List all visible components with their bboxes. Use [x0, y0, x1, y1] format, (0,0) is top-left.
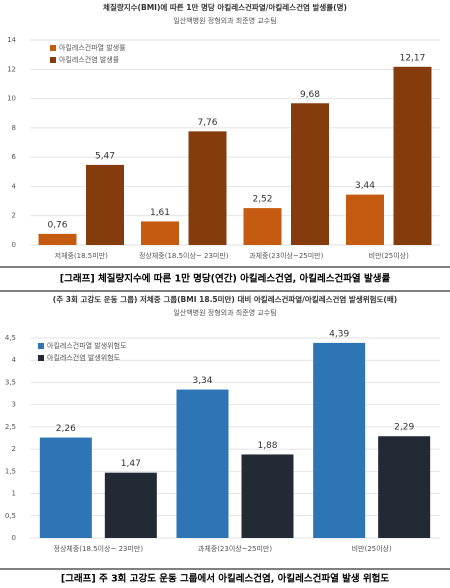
- bar: [241, 454, 294, 538]
- y-tick-label: 8: [12, 124, 16, 132]
- value-label: 1,47: [121, 459, 141, 469]
- x-tick-label: 저체중(18.5미만): [55, 251, 109, 260]
- value-label: 3,34: [192, 376, 212, 386]
- caption: [그래프] 체질량지수에 따른 1만 명당(연간) 아킬레스건염, 아킬레스건파…: [60, 273, 391, 285]
- legend-label: 아킬레스건파열 발생률: [59, 43, 126, 52]
- legend-swatch: [38, 343, 44, 349]
- y-tick-label: 4: [12, 356, 17, 364]
- y-tick-label: 2: [12, 212, 16, 220]
- y-tick-label: 2: [12, 445, 16, 453]
- x-tick-label: 비만(25이상): [369, 251, 409, 260]
- chart-subtitle: 일산백병원 정형외과 최준영 교수팀: [173, 308, 276, 317]
- legend-swatch: [38, 355, 44, 361]
- y-tick-label: 3,5: [5, 378, 16, 386]
- value-label: 2,26: [56, 424, 76, 434]
- legend-label: 아킬레스건염 발생위험도: [47, 353, 121, 362]
- x-tick-label: 과체중(23이상~25미만): [198, 544, 272, 553]
- value-label: 0,76: [47, 220, 67, 230]
- x-tick-label: 비만(25이상): [352, 544, 392, 553]
- bar: [188, 131, 227, 245]
- x-tick-label: 정상체중(18.5이상~ 23미만): [54, 544, 144, 553]
- bar: [39, 437, 92, 538]
- bar: [38, 233, 77, 245]
- y-tick-label: 12: [7, 65, 16, 73]
- chart-subtitle: 일산백병원 정형외과 최준영 교수팀: [173, 16, 276, 25]
- y-tick-label: 6: [12, 153, 17, 161]
- y-tick-label: 2,5: [5, 423, 16, 431]
- bar: [313, 342, 366, 538]
- x-tick-label: 과체중(23이상~25미만): [249, 251, 323, 260]
- bar: [243, 208, 282, 245]
- x-tick-label: 정상체중(18.5이상~ 23미만): [139, 251, 229, 260]
- value-label: 2,29: [394, 423, 414, 433]
- y-tick-label: 10: [7, 95, 16, 103]
- value-label: 5,47: [95, 151, 115, 161]
- bar: [141, 221, 179, 245]
- value-label: 9,68: [300, 90, 320, 100]
- bar: [176, 389, 229, 538]
- legend-swatch: [50, 45, 56, 51]
- y-tick-label: 1: [12, 490, 16, 498]
- bar: [378, 436, 431, 538]
- value-label: 2,52: [252, 195, 272, 205]
- caption: [그래프] 주 3회 고강도 운동 그룹에서 아킬레스건염, 아킬레스건파열 발…: [61, 573, 390, 585]
- legend-swatch: [50, 57, 56, 63]
- y-tick-label: 0,5: [5, 512, 16, 520]
- y-tick-label: 0: [12, 534, 16, 542]
- value-label: 1,88: [257, 441, 277, 451]
- y-tick-label: 14: [7, 36, 16, 44]
- value-label: 12,17: [400, 53, 426, 63]
- value-label: 3,44: [355, 181, 375, 191]
- y-tick-label: 4: [12, 182, 17, 190]
- legend-label: 아킬레스건파열 발생위험도: [47, 341, 127, 350]
- bar: [291, 103, 329, 245]
- value-label: 1,61: [150, 208, 170, 218]
- bar: [86, 164, 124, 245]
- bar: [104, 472, 157, 538]
- chart-title: (주 3회 고강도 운동 그룹) 저체중 그룹(BMI 18.5미만) 대비 아…: [53, 294, 397, 304]
- legend-label: 아킬레스건염 발생률: [59, 55, 120, 64]
- value-label: 7,76: [197, 118, 217, 128]
- chart-title: 체질량지수(BMI)에 따른 1만 명당 아킬레스건파열/아킬레스건염 발생률(…: [103, 2, 347, 12]
- bar: [393, 66, 432, 246]
- y-tick-label: 3: [12, 401, 16, 409]
- y-tick-label: 4,5: [5, 334, 16, 342]
- bar: [346, 194, 384, 245]
- value-label: 4,39: [329, 329, 349, 339]
- y-tick-label: 0: [12, 241, 16, 249]
- y-tick-label: 1,5: [5, 467, 16, 475]
